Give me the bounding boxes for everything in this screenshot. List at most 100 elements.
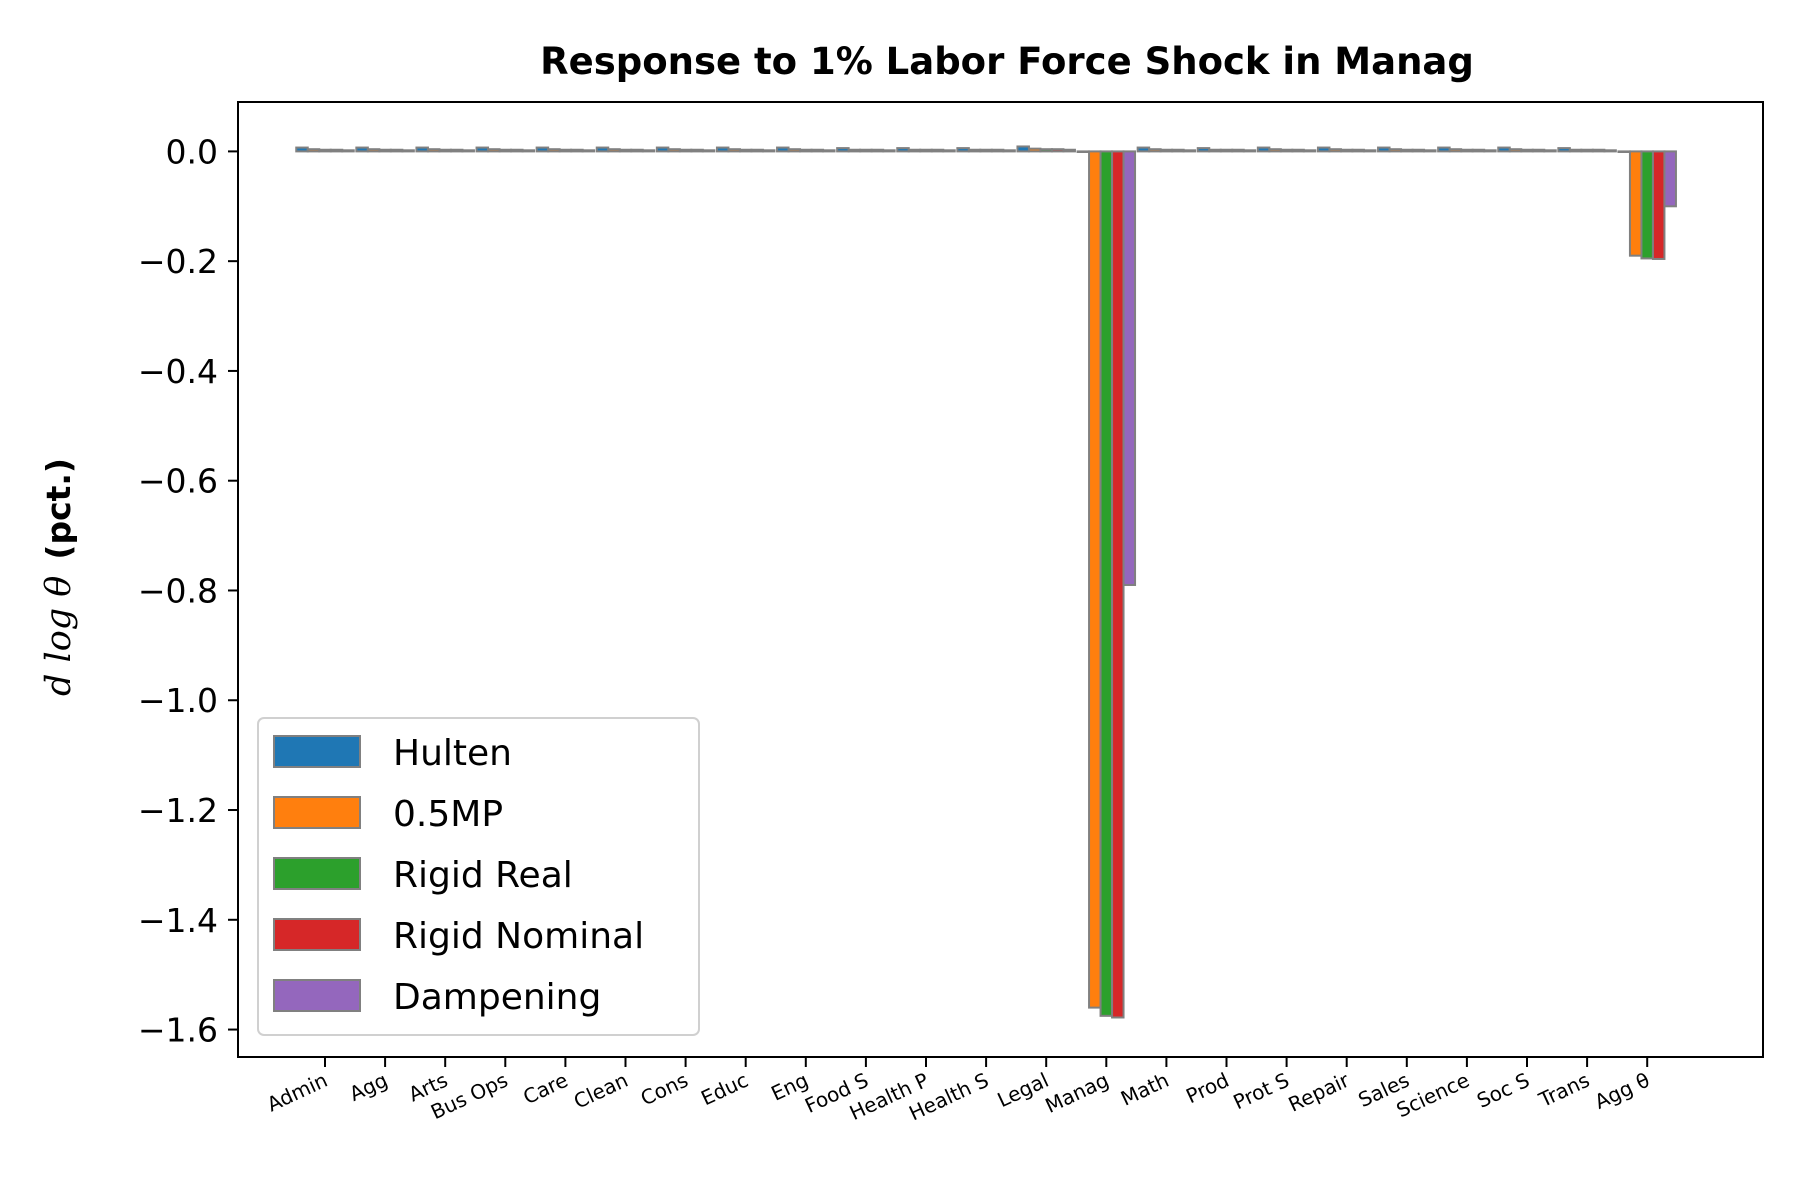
bar-rigid-real-6	[678, 148, 693, 153]
bar-0-5mp-10	[907, 148, 922, 153]
bar-0-5mp-20	[1508, 148, 1523, 153]
bar-hulten-6	[655, 146, 670, 153]
bar-hulten-0	[295, 146, 309, 153]
bar-rigid-nominal-12	[1050, 148, 1065, 153]
bar-dampening-1	[401, 149, 415, 153]
x-tick-label: Educ	[697, 1068, 752, 1110]
bar-hulten-11	[956, 147, 970, 153]
bar-dampening-19	[1483, 149, 1497, 153]
bar-rigid-nominal-10	[930, 148, 945, 153]
legend-box	[257, 717, 700, 1036]
bar-rigid-nominal-3	[510, 148, 524, 153]
y-axis-label: d log θ (pct.)	[39, 458, 79, 696]
bar-dampening-12	[1062, 148, 1076, 153]
bar-rigid-nominal-20	[1531, 148, 1546, 153]
bar-hulten-5	[595, 146, 610, 153]
y-tick-label: −1.6	[138, 1011, 218, 1050]
x-tick-label: Care	[519, 1068, 571, 1109]
x-tick-label: Repair	[1285, 1067, 1354, 1116]
bar-rigid-nominal-4	[570, 148, 584, 153]
bar-dampening-11	[1002, 149, 1016, 153]
bar-dampening-10	[942, 149, 956, 153]
bar-rigid-real-2	[438, 148, 452, 153]
bar-rigid-nominal-5	[630, 148, 644, 153]
legend-label: Hulten	[393, 733, 512, 774]
bar-hulten-3	[475, 146, 490, 153]
y-axis-label-math: d log θ	[39, 576, 79, 696]
y-tick-label: 0.0	[166, 132, 218, 171]
bar-hulten-19	[1437, 146, 1451, 153]
bar-hulten-22	[1617, 150, 1631, 153]
bar-rigid-nominal-1	[389, 148, 404, 153]
legend-swatch-0-5mp	[273, 796, 361, 829]
bar-rigid-nominal-17	[1351, 148, 1365, 153]
bar-hulten-18	[1377, 146, 1391, 153]
bar-dampening-17	[1362, 149, 1377, 153]
x-tick-label: Clean	[570, 1068, 632, 1114]
bar-rigid-nominal-13	[1111, 150, 1125, 1019]
bar-rigid-nominal-6	[690, 148, 704, 153]
bar-hulten-10	[896, 147, 910, 153]
legend-label: Rigid Real	[393, 855, 573, 896]
bar-dampening-16	[1302, 149, 1317, 153]
bar-rigid-real-7	[738, 148, 753, 153]
bar-hulten-14	[1136, 146, 1151, 153]
bar-dampening-6	[701, 149, 716, 153]
bar-rigid-real-8	[799, 148, 813, 153]
bar-0-5mp-2	[426, 148, 441, 153]
y-tick-label: −0.4	[138, 352, 218, 391]
bar-hulten-12	[1016, 145, 1030, 153]
legend-label: 0.5MP	[393, 794, 503, 835]
bar-dampening-5	[641, 149, 656, 153]
bar-0-5mp-16	[1268, 148, 1282, 153]
bar-hulten-13	[1076, 150, 1091, 153]
bar-rigid-real-13	[1099, 150, 1114, 1017]
plot-frame	[237, 101, 1764, 1058]
bar-hulten-2	[415, 146, 429, 153]
bar-rigid-real-17	[1339, 148, 1354, 153]
bar-dampening-13	[1122, 150, 1137, 586]
bar-dampening-7	[761, 149, 776, 153]
x-tick-label: Admin	[263, 1068, 331, 1117]
bar-rigid-real-5	[618, 148, 633, 153]
bar-0-5mp-14	[1148, 148, 1162, 153]
bar-0-5mp-0	[306, 148, 321, 153]
bar-rigid-real-9	[859, 148, 873, 153]
bar-hulten-15	[1196, 147, 1211, 153]
bar-rigid-real-22	[1640, 150, 1654, 260]
bar-0-5mp-15	[1208, 148, 1222, 153]
bar-rigid-real-21	[1580, 148, 1594, 153]
bar-0-5mp-3	[487, 148, 501, 153]
bar-0-5mp-7	[727, 148, 741, 153]
y-tick-label: −0.6	[138, 462, 218, 501]
bar-hulten-1	[355, 146, 369, 153]
legend-swatch-rigid-nominal	[273, 918, 361, 951]
bar-rigid-real-12	[1039, 148, 1053, 153]
bar-rigid-real-3	[498, 148, 513, 153]
x-tick-label: Prod	[1182, 1068, 1232, 1109]
bar-0-5mp-1	[366, 148, 381, 153]
bar-dampening-18	[1423, 149, 1437, 153]
bar-hulten-9	[836, 147, 850, 153]
y-axis: 0.0 −0.2 −0.4 −0.6 −0.8 −1.0 −1.2 −1.4 −1.6	[138, 132, 238, 1050]
bar-rigid-real-18	[1400, 148, 1414, 153]
y-tick-label: −0.8	[138, 571, 218, 610]
bar-rigid-real-16	[1279, 148, 1294, 153]
bar-dampening-0	[341, 149, 355, 153]
x-tick-label: Legal	[994, 1068, 1053, 1112]
svg-text:d log θ (pct.): d log θ (pct.)	[39, 458, 79, 696]
y-tick-label: −0.2	[138, 242, 218, 281]
bar-rigid-nominal-11	[990, 148, 1005, 153]
bar-rigid-nominal-21	[1591, 148, 1606, 153]
bar-rigid-real-11	[979, 148, 993, 153]
legend-swatch-rigid-real	[273, 857, 361, 890]
bar-dampening-21	[1603, 149, 1617, 153]
y-tick-label: −1.2	[138, 791, 218, 830]
bar-0-5mp-17	[1328, 148, 1342, 153]
y-tick-label: −1.0	[138, 681, 218, 720]
legend-label: Rigid Nominal	[393, 916, 644, 957]
x-tick-label: Math	[1117, 1068, 1172, 1111]
x-tick-label: Prot S	[1229, 1068, 1292, 1115]
bar-rigid-nominal-9	[870, 148, 885, 153]
